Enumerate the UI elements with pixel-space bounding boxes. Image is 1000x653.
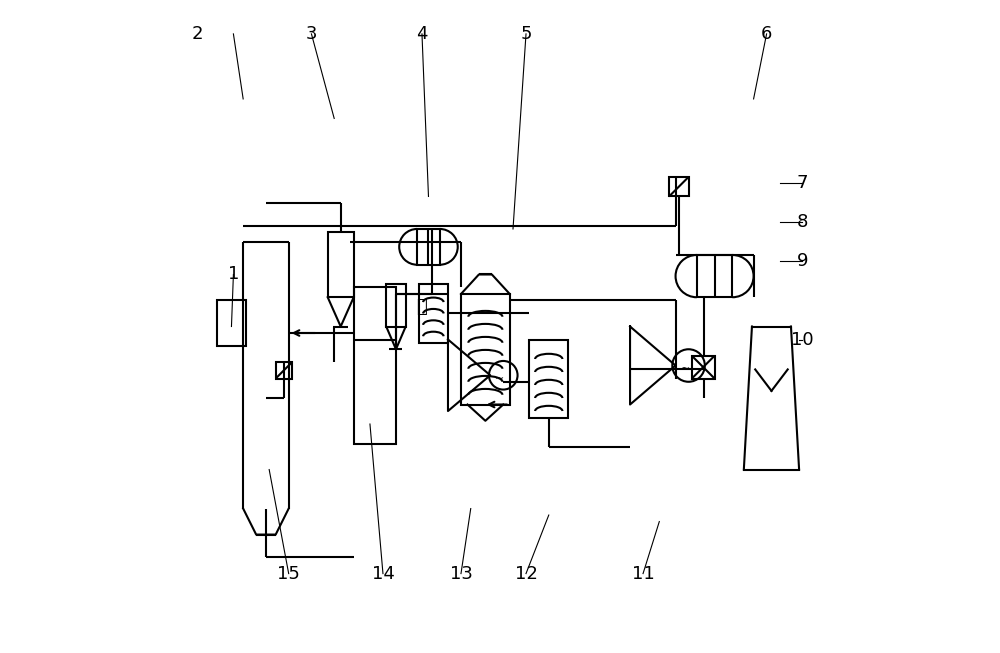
- Text: 6: 6: [761, 25, 772, 43]
- Text: ~: ~: [681, 364, 690, 374]
- Text: 13: 13: [450, 565, 472, 582]
- Text: 9: 9: [797, 253, 808, 270]
- Bar: [461, 294, 510, 404]
- Text: 水: 水: [417, 298, 427, 316]
- Text: 2: 2: [192, 25, 203, 43]
- Bar: [328, 232, 354, 297]
- Text: 12: 12: [515, 565, 537, 582]
- Bar: [697, 255, 732, 297]
- Text: 3: 3: [306, 25, 317, 43]
- Text: 8: 8: [797, 214, 808, 231]
- Text: 14: 14: [372, 565, 394, 582]
- Text: 15: 15: [277, 565, 300, 582]
- Bar: [692, 356, 715, 379]
- Bar: [386, 284, 406, 326]
- Text: 7: 7: [797, 174, 808, 193]
- Bar: [276, 362, 292, 379]
- Bar: [217, 300, 246, 346]
- Bar: [419, 284, 448, 343]
- Bar: [529, 340, 568, 417]
- Text: 11: 11: [632, 565, 654, 582]
- Bar: [354, 287, 396, 443]
- Bar: [417, 229, 440, 264]
- Text: 1: 1: [228, 266, 239, 283]
- Bar: [669, 177, 689, 197]
- Text: 10: 10: [791, 330, 814, 349]
- Text: 4: 4: [416, 25, 428, 43]
- Text: ~: ~: [495, 374, 505, 383]
- Text: 5: 5: [520, 25, 532, 43]
